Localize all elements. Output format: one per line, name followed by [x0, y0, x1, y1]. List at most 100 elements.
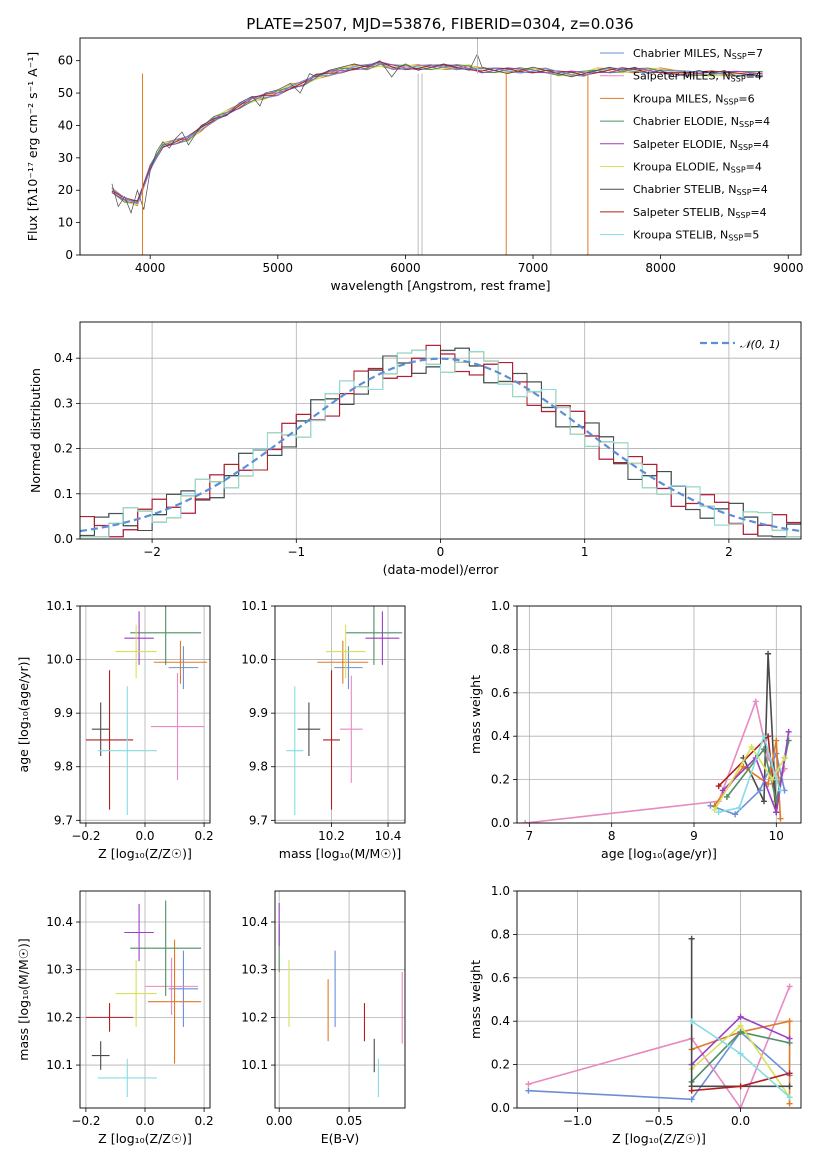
y-axis-label: mass weight — [468, 675, 483, 754]
weight-marker-salpeter_miles — [752, 698, 759, 705]
y-tick-label: 10.2 — [241, 1010, 268, 1024]
y-tick-label: 60 — [58, 54, 73, 68]
weight-line-chabrier_miles — [528, 1030, 791, 1101]
y-tick-label: 10.0 — [46, 653, 73, 667]
model-line-salpeter_stelib — [111, 60, 763, 202]
x-tick-label: 7 — [526, 829, 534, 843]
x-tick-label: −0.2 — [71, 829, 100, 843]
weight-marker-kroupa_elodie — [781, 754, 788, 761]
y-tick-label: 10.4 — [46, 915, 73, 929]
y-tick-label: 50 — [58, 86, 73, 100]
model-line-kroupa_stelib — [111, 61, 763, 203]
weight-marker-kroupa_stelib — [777, 787, 784, 794]
weight-marker-salpeter_elodie — [785, 728, 792, 735]
legend-label: Chabrier ELODIE, NSSP=4 — [633, 115, 770, 129]
x-tick-label: 1 — [581, 545, 589, 559]
y-tick-label: 10.1 — [46, 599, 73, 613]
weight-marker-kroupa_elodie — [748, 744, 755, 751]
x-tick-label: 0.2 — [195, 829, 214, 843]
model-line-chabrier_elodie — [111, 63, 763, 203]
axes-frame — [516, 605, 802, 824]
weight-marker-salpeter_miles — [522, 820, 529, 823]
weight-marker-kroupa_stelib — [736, 804, 743, 811]
plot-content — [85, 606, 208, 815]
weight-marker-chabrier_miles — [756, 787, 763, 794]
x-axis-label: E(B-V) — [321, 1131, 360, 1146]
weight-marker-chabrier_elodie — [760, 746, 767, 753]
y-axis-label: mass [log₁₀(M/M☉)] — [16, 938, 31, 1060]
y-tick-label: 9.9 — [54, 706, 73, 720]
weight-line-kroupa_elodie — [713, 745, 786, 811]
x-tick-label: 0.00 — [266, 1114, 293, 1128]
weight-marker-salpeter_miles — [786, 983, 793, 990]
weight-marker-chabrier_stelib — [765, 650, 772, 657]
y-tick-label: 10.0 — [241, 653, 268, 667]
y-tick-label: 0.0 — [491, 816, 510, 830]
y-tick-label: 1.0 — [491, 884, 510, 898]
weight-marker-salpeter_elodie — [786, 1035, 793, 1042]
y-tick-label: 10.2 — [46, 1010, 73, 1024]
y-tick-label: 0.2 — [491, 1058, 510, 1072]
legend-label: Salpeter ELODIE, NSSP=4 — [633, 138, 769, 152]
x-tick-label: 10.4 — [375, 829, 402, 843]
weight-marker-kroupa_miles — [740, 763, 747, 770]
weight-marker-kroupa_stelib — [773, 776, 780, 783]
weight-marker-chabrier_stelib — [786, 1083, 793, 1090]
weight-marker-kroupa_miles — [786, 1100, 793, 1107]
legend: Chabrier MILES, NSSP=7 Salpeter MILES, NS… — [600, 47, 770, 243]
weight-marker-kroupa_stelib — [786, 1094, 793, 1101]
x-tick-label: 0.2 — [195, 1114, 214, 1128]
weight-marker-kroupa_miles — [773, 737, 780, 744]
y-tick-label: 10.1 — [241, 1058, 268, 1072]
y-tick-label: 10.4 — [241, 915, 268, 929]
plot-content — [522, 650, 792, 823]
plot-content — [80, 344, 801, 538]
y-tick-label: 9.9 — [249, 706, 268, 720]
legend-label: Kroupa ELODIE, NSSP=4 — [633, 161, 762, 175]
hist-chabrier_stelib — [80, 347, 801, 538]
y-tick-label: 9.8 — [249, 760, 268, 774]
weight-marker-kroupa_elodie — [711, 806, 718, 813]
y-tick-label: 10 — [58, 216, 73, 230]
axes-frame — [79, 37, 802, 256]
weight-marker-kroupa_miles — [786, 1018, 793, 1025]
legend-label: Chabrier STELIB, NSSP=4 — [633, 183, 768, 197]
x-tick-label: 10 — [769, 829, 784, 843]
y-tick-label: 0.6 — [491, 686, 510, 700]
weight-marker-chabrier_elodie — [737, 1029, 744, 1036]
x-tick-label: 7000 — [518, 261, 549, 275]
y-tick-label: 10.3 — [241, 963, 268, 977]
y-tick-label: 0.8 — [491, 642, 510, 656]
weight-marker-kroupa_elodie — [737, 1022, 744, 1029]
y-tick-label: 9.7 — [249, 813, 268, 827]
hist-kroupa_stelib — [80, 349, 801, 538]
y-tick-label: 1.0 — [491, 599, 510, 613]
weight-marker-salpeter_miles — [525, 1081, 532, 1088]
y-tick-label: 40 — [58, 118, 73, 132]
weight-marker-salpeter_elodie — [773, 809, 780, 816]
weight-marker-kroupa_stelib — [715, 809, 722, 816]
x-tick-label: −1.0 — [563, 1114, 592, 1128]
legend-label: Salpeter MILES, NSSP=4 — [633, 70, 762, 84]
model-line-salpeter_elodie — [111, 61, 763, 202]
hist-salpeter_stelib — [80, 344, 801, 538]
weight-marker-kroupa_stelib — [737, 1050, 744, 1057]
weight-marker-chabrier_miles — [525, 1087, 532, 1094]
x-tick-label: −0.2 — [71, 1114, 100, 1128]
chart-mass_vs_z: −0.2 0.0 0.2 10.1 10.2 10.3 10.4 Z [log₁₀(Z/Z☉)… — [16, 890, 214, 1146]
x-tick-label: 6000 — [390, 261, 421, 275]
y-tick-label: 0.8 — [491, 927, 510, 941]
y-tick-label: 0.4 — [491, 1014, 510, 1028]
chart-residual_hist: 𝒩(0, 1) −2 −1 0 1 2 0.0 0.1 0.2 0.3 0.4 (data-model… — [28, 321, 802, 577]
legend-label: Kroupa STELIB, NSSP=5 — [633, 229, 759, 243]
x-tick-label: 8 — [608, 829, 616, 843]
x-tick-label: 10.2 — [318, 829, 345, 843]
y-tick-label: 0.2 — [491, 773, 510, 787]
y-axis-label: mass weight — [468, 960, 483, 1039]
chart-mass_weight_z: −1.0 −0.5 0.0 0.0 0.2 0.4 0.6 0.8 1.0 Z [log₁₀(Z/… — [468, 884, 802, 1146]
weight-marker-chabrier_miles — [688, 1096, 695, 1103]
plot-content — [85, 900, 202, 1098]
axes-frame — [274, 890, 406, 1109]
chart-mass_weight_age: 7 8 9 10 0.0 0.2 0.4 0.6 0.8 1.0 age [log₁₀(age/yr… — [468, 599, 802, 861]
x-tick-label: 0.0 — [731, 1114, 750, 1128]
